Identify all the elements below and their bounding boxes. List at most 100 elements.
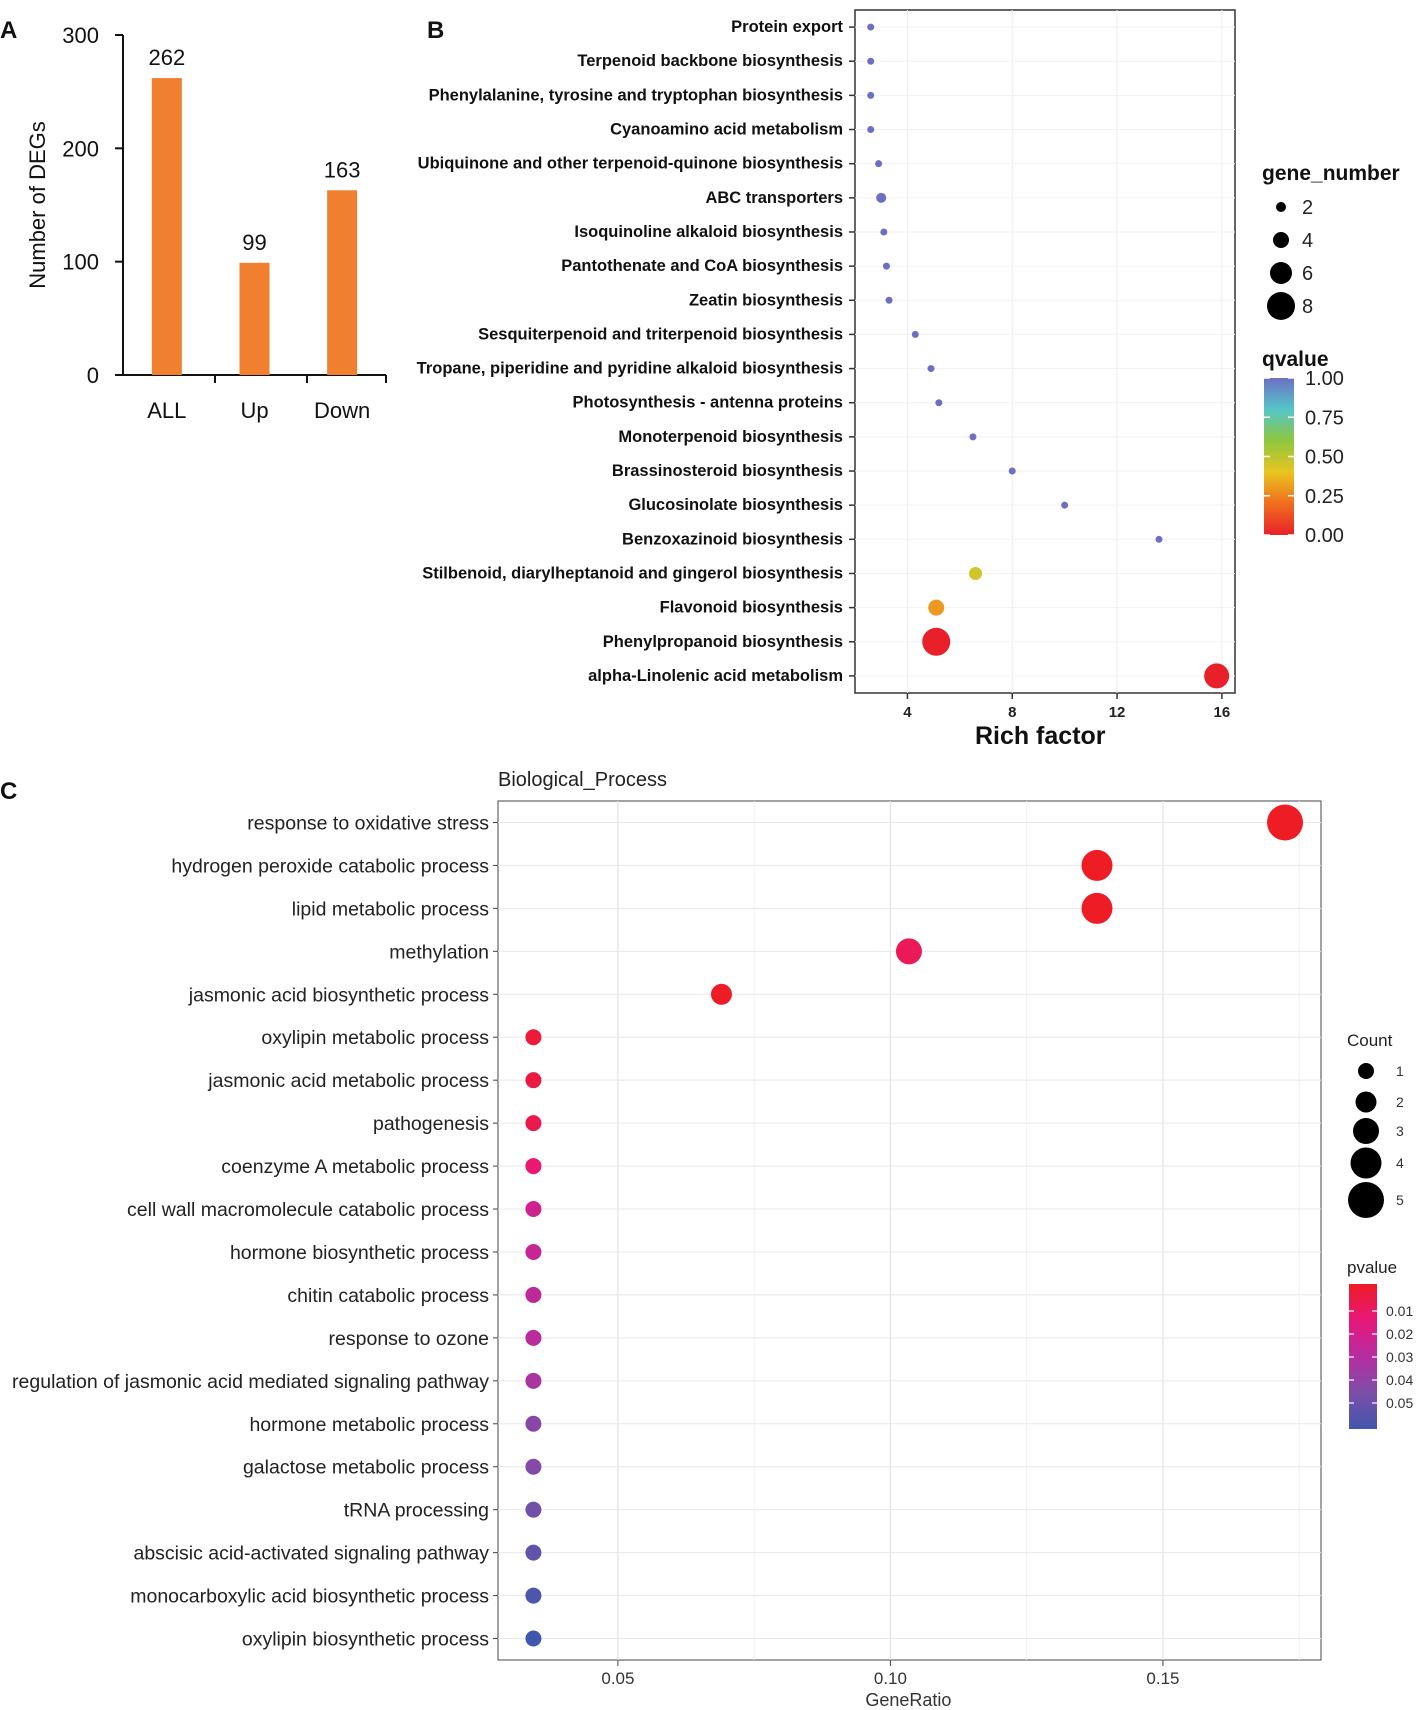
panel-c-dot-plot: C Biological_Process 0.05 0.10 0.15 GeneRatio… (0, 769, 1413, 1710)
data-point (867, 91, 875, 99)
bar (239, 262, 270, 375)
x-tick-label: Down (314, 398, 370, 423)
legend-size-dot (1350, 1147, 1382, 1179)
y-axis-title: Number of DEGs (25, 121, 50, 289)
data-point (927, 365, 935, 373)
legend-size-label: 8 (1302, 296, 1313, 318)
y-tick-label: monocarboxylic acid biosynthetic process (130, 1586, 489, 1608)
legend-size-label: 4 (1302, 230, 1313, 252)
data-point (525, 1115, 542, 1132)
data-point (525, 1029, 542, 1046)
y-tick-label: Stilbenoid, diarylheptanoid and gingerol… (422, 564, 843, 582)
x-tick-label: 0.15 (1146, 1669, 1179, 1688)
x-tick-label: 12 (1109, 704, 1126, 721)
y-tick-label: Benzoxazinoid biosynthesis (622, 530, 843, 548)
data-point (525, 1501, 542, 1518)
bar (151, 78, 182, 376)
data-point (867, 126, 875, 134)
data-point (969, 566, 983, 580)
data-point (525, 1372, 542, 1389)
legend-title-qvalue: qvalue (1262, 348, 1329, 371)
y-tick-label: hormone metabolic process (249, 1414, 489, 1436)
data-point (525, 1329, 542, 1346)
y-tick-label: Protein export (731, 18, 843, 36)
y-tick-label: Ubiquinone and other terpenoid-quinone b… (418, 155, 843, 173)
y-tick-label: oxylipin metabolic process (261, 1027, 489, 1049)
legend-colorbar-label: 0.05 (1386, 1395, 1413, 1411)
legend-size-dot (1358, 1063, 1374, 1079)
legend-size-dot (1353, 1118, 1379, 1144)
legend-colorbar-label: 0.00 (1305, 525, 1344, 547)
data-point (875, 160, 883, 168)
data-point (935, 399, 943, 407)
legend-colorbar-label: 0.01 (1386, 1303, 1413, 1319)
y-tick-label: Glucosinolate biosynthesis (628, 496, 843, 514)
y-tick-label: Monoterpenoid biosynthesis (618, 428, 843, 446)
data-point (1155, 535, 1163, 543)
y-tick-label: tRNA processing (344, 1500, 489, 1522)
y-tick-label: response to ozone (329, 1328, 489, 1350)
data-point (525, 1243, 542, 1260)
y-tick-label: Sesquiterpenoid and triterpenoid biosynt… (478, 325, 843, 343)
x-tick-label: 4 (903, 704, 912, 721)
data-point (867, 23, 875, 31)
x-tick-label: 0.05 (601, 1669, 634, 1688)
panel-label-b: B (427, 17, 444, 44)
legend-size-dot (1348, 1182, 1384, 1218)
legend-title-count: Count (1347, 1031, 1393, 1050)
data-point (525, 1286, 542, 1303)
y-tick-label: pathogenesis (373, 1113, 489, 1135)
y-tick-label: ABC transporters (705, 189, 843, 207)
legend-title-gene-number: gene_number (1262, 162, 1400, 185)
legend-size-label: 3 (1396, 1123, 1404, 1139)
panel-b-dot-plot: B 4 8 12 16 Rich factor Protein export Terpenoi… (417, 9, 1400, 750)
y-tick-label: coenzyme A metabolic process (221, 1156, 489, 1178)
legend-colorbar-label: 0.75 (1305, 407, 1344, 429)
data-point (525, 1587, 542, 1604)
panel-label-a: A (0, 17, 17, 44)
y-tick-label: alpha-Linolenic acid metabolism (588, 667, 843, 685)
bar-value-label: 163 (324, 157, 361, 182)
data-point (911, 330, 919, 338)
x-axis-title: GeneRatio (865, 1690, 951, 1710)
panel-a-bar-chart: A 0 100 200 300 Number of DEGs 262 ALL 99 Up 163 Do… (0, 17, 387, 423)
y-tick-label: Phenylalanine, tyrosine and tryptophan b… (429, 86, 843, 104)
data-point (895, 938, 922, 965)
legend-size-label: 4 (1396, 1155, 1404, 1171)
data-point (525, 1458, 542, 1475)
plot-panel (497, 800, 1322, 1661)
legend-size-dot (1355, 1091, 1377, 1113)
legend-size-label: 5 (1396, 1192, 1404, 1208)
y-tick-label: hormone biosynthetic process (230, 1242, 489, 1264)
data-point (880, 228, 888, 236)
legend-size-label: 2 (1396, 1094, 1404, 1110)
y-tick-label: 100 (62, 250, 99, 275)
bar-value-label: 99 (242, 230, 266, 255)
data-point (882, 262, 890, 270)
legend-colorbar-label: 0.50 (1305, 447, 1344, 469)
y-tick-label: cell wall macromolecule catabolic proces… (127, 1199, 489, 1221)
bar-value-label: 262 (148, 45, 185, 70)
data-point (525, 1072, 542, 1089)
data-point (1081, 892, 1113, 924)
y-tick-label: Pantothenate and CoA biosynthesis (561, 257, 843, 275)
x-tick-label: ALL (147, 398, 186, 423)
y-tick-label: Flavonoid biosynthesis (660, 599, 843, 617)
y-tick-label: jasmonic acid metabolic process (207, 1070, 489, 1092)
y-tick-label: Cyanoamino acid metabolism (610, 121, 843, 139)
legend-size-label: 1 (1396, 1063, 1404, 1079)
legend-size-dot (1276, 202, 1286, 212)
x-tick-label: 0.10 (874, 1669, 907, 1688)
y-tick-label: 0 (87, 363, 99, 388)
data-point (525, 1630, 542, 1647)
data-point (525, 1158, 542, 1175)
data-point (525, 1544, 542, 1561)
y-tick-label: oxylipin biosynthetic process (242, 1629, 489, 1651)
legend-size-dot (1270, 262, 1292, 284)
y-tick-label: Phenylpropanoid biosynthesis (603, 633, 843, 651)
y-tick-label: jasmonic acid biosynthetic process (188, 984, 489, 1006)
data-point (1081, 849, 1113, 881)
legend-size-label: 2 (1302, 197, 1313, 219)
data-point (710, 983, 732, 1005)
